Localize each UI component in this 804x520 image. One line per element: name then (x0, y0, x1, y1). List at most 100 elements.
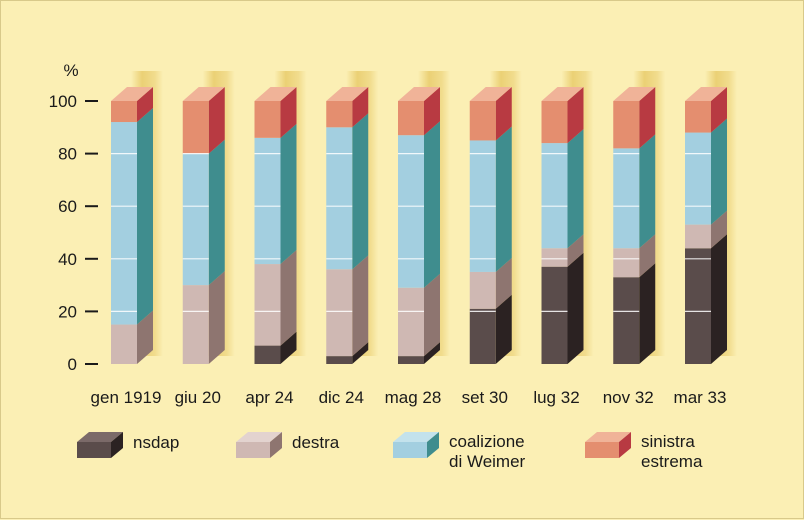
bar-segment-side-nsdap (711, 234, 727, 364)
bar-segment-side-sinistra (495, 87, 512, 141)
bar-segment-side-weimar (352, 113, 369, 270)
legend-label-line: estrema (641, 452, 703, 471)
bar-segment-side-nsdap (495, 294, 512, 364)
bar-mag-28 (398, 87, 440, 364)
legend-label: coalizione di Weimer (449, 432, 526, 471)
bar-segment-side-sinistra (424, 87, 440, 136)
x-tick-label: giu 20 (175, 388, 221, 407)
bar-segment-destra (469, 271, 496, 309)
bar-segment-destra (254, 264, 281, 346)
bar-lug-32 (541, 87, 584, 364)
legend-swatch-side (619, 432, 631, 458)
x-tick-label: set 30 (462, 388, 508, 407)
bar-apr-24 (254, 87, 297, 364)
bar-segment-weimar (254, 137, 281, 265)
bar-segment-side-destra (639, 234, 656, 278)
x-tick-label: gen 1919 (91, 388, 162, 407)
bar-segment-weimar (326, 127, 353, 270)
bar-segment-sinistra (254, 101, 281, 138)
legend-swatch (77, 442, 111, 458)
x-tick-label: mag 28 (385, 388, 442, 407)
bar-segment-side-sinistra (208, 87, 225, 154)
x-axis-labels: gen 1919 giu 20 apr 24 dic 24 mag 28 set 30 lu… (91, 388, 727, 407)
bar-segment-side-destra (352, 255, 369, 357)
bar-segment-side-destra (280, 250, 297, 346)
bar-segment-side-weimar (567, 129, 584, 249)
bar-segment-sinistra (326, 101, 353, 128)
legend-label: destra (292, 433, 340, 452)
bar-segment-side-sinistra (711, 87, 727, 133)
legend-swatch-top (585, 432, 631, 442)
legend-item-destra: destra (236, 432, 340, 458)
bar-segment-sinistra (541, 101, 568, 144)
bar-top-sinistra (685, 87, 727, 101)
bar-segment-side-destra (495, 257, 512, 309)
bar-dic-24 (326, 87, 369, 364)
bar-segment-side-sinistra (567, 87, 584, 144)
bar-segment-side-weimar (424, 121, 440, 288)
bar-segment-weimar (398, 135, 424, 288)
bar-segment-destra (398, 287, 424, 357)
bar-segment-nsdap (326, 356, 353, 364)
bar-segment-side-weimar (280, 123, 297, 265)
bar-segment-nsdap (541, 266, 568, 364)
bar-segment-destra (182, 285, 209, 364)
y-tick-label: 80 (58, 145, 77, 164)
bar-segment-side-nsdap (567, 252, 584, 364)
bar-segment-weimar (613, 148, 640, 249)
bar-segment-sinistra (398, 101, 424, 136)
legend-swatch-top (393, 432, 439, 442)
bar-top-sinistra (326, 87, 369, 101)
x-tick-label: lug 32 (533, 388, 579, 407)
bar-segment-side-nsdap (280, 331, 297, 364)
y-tick-label: 60 (58, 197, 77, 216)
legend-swatch-top (77, 432, 123, 442)
bar-segment-destra (111, 324, 137, 364)
bar-segment-side-destra (567, 234, 584, 267)
bar-segment-sinistra (469, 101, 496, 141)
bar-top-sinistra (469, 87, 512, 101)
bar-segment-side-weimar (137, 108, 153, 325)
bar-top-sinistra (254, 87, 297, 101)
legend-swatch (393, 442, 427, 458)
bar-segment-side-sinistra (639, 87, 656, 149)
bar-segment-side-weimar (208, 139, 225, 286)
bar-segment-weimar (182, 153, 209, 286)
bar-top-sinistra (182, 87, 225, 101)
legend-label-line: di Weimer (449, 452, 526, 471)
legend-swatch (236, 442, 270, 458)
bar-segment-sinistra (182, 101, 209, 154)
bar-top-sinistra (613, 87, 656, 101)
legend-swatch (585, 442, 619, 458)
bar-segment-nsdap (469, 308, 496, 364)
legend-swatch-top (236, 432, 282, 442)
bar-top-sinistra (398, 87, 440, 101)
y-tick-label: 0 (68, 355, 77, 374)
bar-segment-side-sinistra (280, 87, 297, 138)
bar-segment-weimar (685, 132, 711, 225)
bar-segment-sinistra (613, 101, 640, 149)
bar-segment-destra (326, 269, 353, 357)
bar-gen-1919 (111, 87, 153, 364)
y-tick-label: 100 (49, 92, 77, 111)
bar-segment-side-destra (137, 310, 153, 364)
bar-top-sinistra (541, 87, 584, 101)
legend: nsdap destra coalizione di Weimer sinistra es… (77, 432, 703, 471)
y-tick-label: 40 (58, 250, 77, 269)
legend-label-line: destra (292, 433, 340, 452)
bar-segment-side-destra (424, 273, 440, 357)
legend-label: sinistra estrema (641, 432, 703, 471)
bar-segment-side-destra (711, 210, 727, 249)
y-tick-label: 20 (58, 302, 77, 321)
bar-segment-destra (613, 248, 640, 278)
legend-swatch-side (427, 432, 439, 458)
legend-label-line: nsdap (133, 433, 179, 452)
bar-segment-nsdap (398, 356, 424, 364)
x-tick-label: dic 24 (319, 388, 364, 407)
bar-segment-sinistra (111, 101, 137, 123)
bar-segment-destra (541, 248, 568, 267)
y-axis: % 0 20 40 60 80 100 (49, 61, 98, 374)
x-tick-label: apr 24 (245, 388, 293, 407)
x-tick-label: nov 32 (603, 388, 654, 407)
